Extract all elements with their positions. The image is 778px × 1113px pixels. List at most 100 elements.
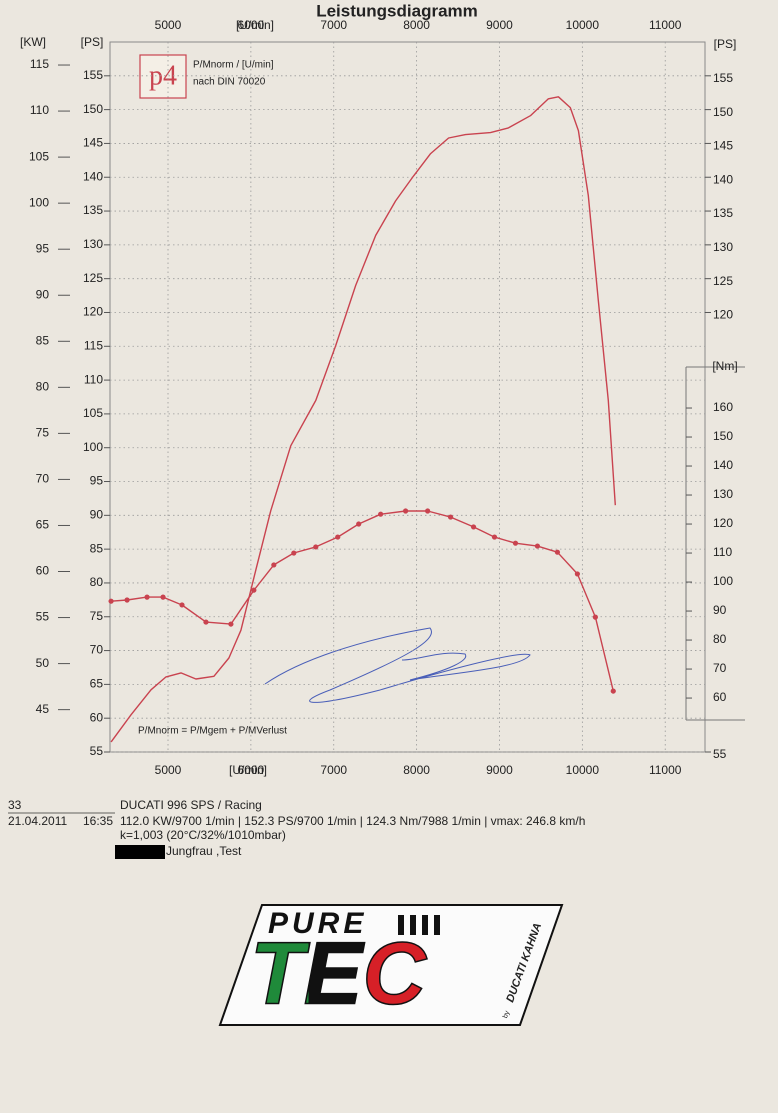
x-tick-label-top: 9000 [486, 18, 513, 32]
x-axis-label-top: [U/min] [236, 18, 274, 32]
report-results: 112.0 KW/9700 1/min | 152.3 PS/9700 1/mi… [120, 814, 585, 828]
kw-tick-label: 80 [36, 380, 50, 394]
ps-axis-label-right: [PS] [714, 37, 737, 51]
y-tick-label: 75 [90, 609, 104, 623]
x-tick-label-top: 8000 [403, 18, 430, 32]
nm-axis-label: [Nm] [712, 359, 737, 373]
plot-frame [109, 41, 706, 753]
kw-tick-label: 95 [36, 241, 50, 255]
formula-annotation: P/Mnorm = P/Mgem + P/MVerlust [138, 726, 287, 737]
kw-tick-label: 75 [36, 426, 50, 440]
series-marker [447, 514, 454, 520]
series-marker [179, 602, 185, 608]
kw-tick-label: 85 [36, 333, 50, 347]
series-marker [534, 543, 541, 549]
sticker-pure: PURE [268, 907, 367, 940]
kw-tick-label: 45 [36, 702, 50, 716]
nm-axis-bracket [685, 366, 745, 721]
chart-title: Leistungsdiagramm [316, 1, 478, 20]
report: 33 DUCATI 996 SPS / Racing 21.04.2011 16… [8, 798, 585, 859]
y-tick-label: 65 [90, 677, 104, 691]
kw-tick-label: 65 [36, 518, 50, 532]
series-marker [574, 571, 580, 577]
series-marker [491, 534, 498, 540]
x-tick-label: 5000 [155, 763, 182, 777]
y-tick-label: 60 [90, 710, 104, 724]
report-time: 16:35 [83, 814, 113, 828]
x-tick-label: 9000 [486, 763, 513, 777]
nm-tick-label: 160 [713, 400, 733, 414]
kw-tick-label: 70 [36, 472, 50, 486]
x-tick-label: 7000 [320, 763, 347, 777]
x-tick-label-top: 10000 [566, 18, 600, 32]
nm-tick-label: 60 [713, 690, 727, 704]
kw-tick-label: 100 [29, 195, 49, 209]
x-tick-label: 10000 [566, 763, 600, 777]
series-marker [251, 587, 257, 593]
y-right-tick-label: 130 [713, 240, 733, 254]
nm-tick-label: 130 [713, 487, 733, 501]
ps-axis-label-left: [PS] [81, 35, 104, 49]
legend-logo: p4 [149, 60, 177, 91]
series-marker [378, 511, 384, 517]
y-right-tick-label: 135 [713, 206, 733, 220]
series-marker [592, 614, 598, 620]
kw-tick-label: 105 [29, 149, 49, 163]
y-tick-label: 110 [84, 372, 103, 386]
kw-tick-label: 55 [36, 610, 50, 624]
series-marker [108, 598, 114, 604]
series-marker [271, 562, 277, 568]
series-marker [470, 524, 477, 530]
y-tick-label: 105 [83, 406, 103, 420]
x-tick-label-top: 5000 [155, 18, 182, 32]
y-tick-label: 145 [83, 136, 103, 150]
series-marker [425, 508, 431, 514]
kw-tick-label: 50 [36, 656, 50, 670]
y-tick-label: 95 [90, 474, 104, 488]
series-marker [228, 621, 234, 627]
report-date: 21.04.2011 [8, 814, 67, 828]
y-tick-label: 125 [83, 271, 103, 285]
sticker: PURE TEC by DUCATI KAHNA [218, 904, 564, 1026]
report-conditions: k=1,003 (20°C/32%/1010mbar) [120, 828, 286, 842]
y-right-tick-label: 155 [713, 71, 733, 85]
x-tick-label-top: 7000 [320, 18, 347, 32]
signature [264, 627, 531, 703]
report-vehicle: DUCATI 996 SPS / Racing [120, 798, 262, 812]
y-tick-label: 155 [83, 68, 103, 82]
y-right-tick-label: 150 [713, 105, 733, 119]
report-customer: Jungfrau ,Test [166, 844, 242, 858]
nm-tick-label: 90 [713, 603, 727, 617]
y-tick-label: 85 [90, 541, 104, 555]
kw-axis-label: [KW] [20, 35, 46, 49]
series-marker [203, 619, 209, 625]
kw-tick-label: 115 [30, 57, 49, 71]
x-tick-label: 6000 [238, 763, 265, 777]
sticker-tec: TEC [250, 923, 427, 1022]
y-tick-label: 150 [83, 102, 103, 116]
x-tick-label: 8000 [403, 763, 430, 777]
y-tick-label: 130 [83, 237, 103, 251]
series-line [110, 96, 616, 743]
sticker-by: by [502, 1010, 511, 1020]
y-tick-label: 140 [83, 169, 103, 183]
series-marker [610, 688, 616, 694]
series-marker [335, 534, 341, 540]
y-tick-label: 135 [83, 203, 103, 217]
nm-tick-label: 70 [713, 661, 727, 675]
series-marker [554, 549, 561, 555]
series-marker [356, 521, 362, 527]
kw-tick-label: 110 [30, 103, 49, 117]
series-marker [144, 594, 150, 600]
y-right-tick-label: 125 [713, 274, 733, 288]
x-tick-label-top: 6000 [238, 18, 265, 32]
redaction [115, 845, 165, 859]
legend-note: nach DIN 70020 [193, 77, 266, 88]
legend-logo-box [139, 54, 187, 99]
nm-tick-label: 150 [713, 429, 733, 443]
y-tick-label: 55 [90, 744, 104, 758]
series-marker [313, 544, 319, 550]
series-marker [512, 540, 519, 546]
y-tick-label: 115 [84, 338, 103, 352]
